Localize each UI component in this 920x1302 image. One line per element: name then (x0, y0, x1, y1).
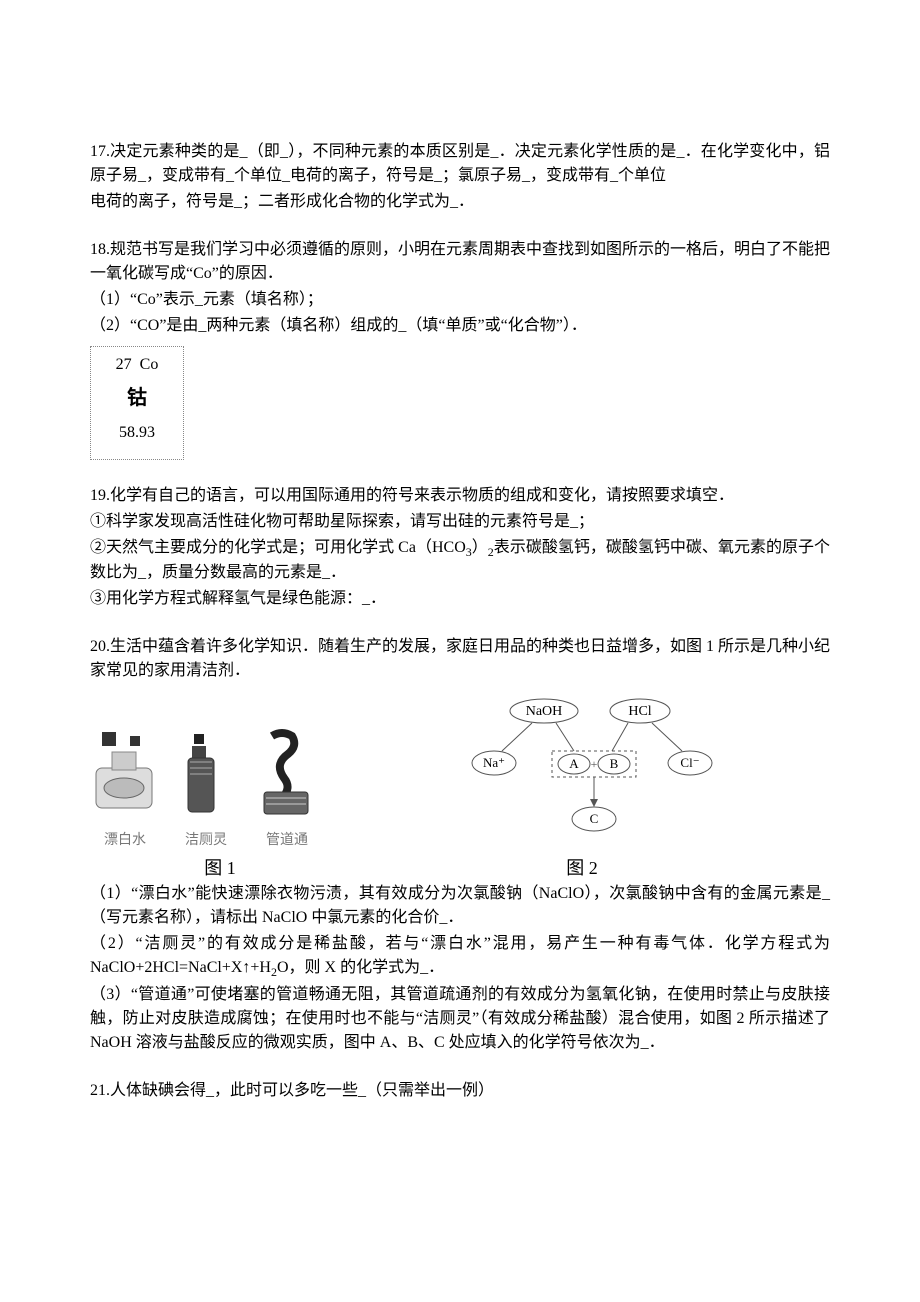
element-name: 钴 (91, 383, 183, 413)
q20-p3: （3）“管道通”可使堵塞的管道畅通无阻，其管道疏通剂的有效成分为氢氧化钠，在使用… (90, 983, 830, 1055)
q18-p1: （1）“Co”表示_元素（填名称）； (90, 288, 830, 312)
element-mass: 58.93 (91, 421, 183, 445)
document-page: 17.决定元素种类的是_（即_），不同种元素的本质区别是_．决定元素化学性质的是… (0, 0, 920, 1187)
q19-l1: ①科学家发现高活性硅化物可帮助星际探索，请写出硅的元素符号是_； (90, 510, 830, 534)
figure-1-labels: 漂白水 洁厕灵 管道通 (90, 824, 350, 851)
box-naoh: NaOH (526, 704, 563, 719)
product-drain-cleaner (252, 728, 322, 818)
q19-l2a: ②天然气主要成分的化学式是；可用化学式 Ca（HCO (90, 539, 466, 556)
q17-line2: 电荷的离子，符号是_；二者形成化合物的化学式为_． (90, 190, 830, 214)
drain-cleaner-label: 管道通 (266, 830, 308, 851)
box-b: B (610, 756, 619, 771)
figure-2-caption: 图 2 (442, 855, 722, 882)
q18-intro: 18.规范书写是我们学习中必须遵循的原则，小明在元素周期表中查找到如图所示的一格… (90, 238, 830, 286)
product-toilet-cleaner (176, 728, 236, 818)
q20-p2a: （2）“洁厕灵”的有效成分是稀盐酸，若与“漂白水”混用，易产生一种有毒气体．化学… (90, 935, 830, 976)
q20-figures: 漂白水 洁厕灵 管道通 NaOH HCl (90, 693, 830, 851)
figure-1: 漂白水 洁厕灵 管道通 (90, 728, 350, 851)
bleach-icon (90, 728, 160, 818)
toilet-cleaner-icon (176, 728, 236, 818)
q19-intro: 19.化学有自己的语言，可以用国际通用的符号来表示物质的组成和变化，请按照要求填… (90, 484, 830, 508)
box-a: A (569, 756, 579, 771)
q20-intro: 20.生活中蕴含着许多化学知识．随着生产的发展，家庭日用品的种类也日益增多，如图… (90, 635, 830, 683)
product-bleach (90, 728, 160, 818)
box-cl: Cl⁻ (680, 755, 699, 770)
element-card-co: 27 Co 钴 58.93 (90, 346, 184, 460)
q20-p2b: O，则 X 的化学式为_． (277, 959, 444, 976)
figure-1-products (90, 728, 350, 818)
q19-l2: ②天然气主要成分的化学式是；可用化学式 Ca（HCO3）2表示碳酸氢钙，碳酸氢钙… (90, 536, 830, 585)
figure-captions: 图 1 图 2 (90, 855, 830, 882)
question-21: 21.人体缺碘会得_，此时可以多吃一些_（只需举出一例） (90, 1079, 830, 1103)
question-18: 18.规范书写是我们学习中必须遵循的原则，小明在元素周期表中查找到如图所示的一格… (90, 238, 830, 460)
question-17: 17.决定元素种类的是_（即_），不同种元素的本质区别是_．决定元素化学性质的是… (90, 140, 830, 214)
q21-text: 21.人体缺碘会得_，此时可以多吃一些_（只需举出一例） (90, 1079, 830, 1103)
bleach-label: 漂白水 (104, 830, 146, 851)
atomic-number: 27 (116, 356, 132, 373)
box-hcl: HCl (628, 704, 651, 719)
q18-p2: （2）“CO”是由_两种元素（填名称）组成的_（填“单质”或“化合物”）． (90, 314, 830, 338)
q19-l2b: ） (472, 539, 488, 556)
box-c: C (590, 811, 599, 826)
figure-2: NaOH HCl Na⁺ A B (454, 693, 734, 851)
q20-p2: （2）“洁厕灵”的有效成分是稀盐酸，若与“漂白水”混用，易产生一种有毒气体．化学… (90, 932, 830, 981)
element-number-symbol: 27 Co (91, 353, 183, 377)
figure-1-caption: 图 1 (90, 855, 350, 882)
plus-icon: + (591, 757, 598, 771)
q17-line1: 17.决定元素种类的是_（即_），不同种元素的本质区别是_．决定元素化学性质的是… (90, 140, 830, 188)
q19-l3: ③用化学方程式解释氢气是绿色能源：_． (90, 587, 830, 611)
q20-p1: （1）“漂白水”能快速漂除衣物污渍，其有效成分为次氯酸钠（NaClO），次氯酸钠… (90, 882, 830, 930)
toilet-cleaner-label: 洁厕灵 (185, 830, 227, 851)
element-symbol: Co (140, 356, 159, 373)
box-na: Na⁺ (483, 755, 505, 770)
question-19: 19.化学有自己的语言，可以用国际通用的符号来表示物质的组成和变化，请按照要求填… (90, 484, 830, 611)
drain-cleaner-icon (252, 728, 322, 818)
question-20: 20.生活中蕴含着许多化学知识．随着生产的发展，家庭日用品的种类也日益增多，如图… (90, 635, 830, 1055)
reaction-diagram: NaOH HCl Na⁺ A B (454, 693, 734, 843)
